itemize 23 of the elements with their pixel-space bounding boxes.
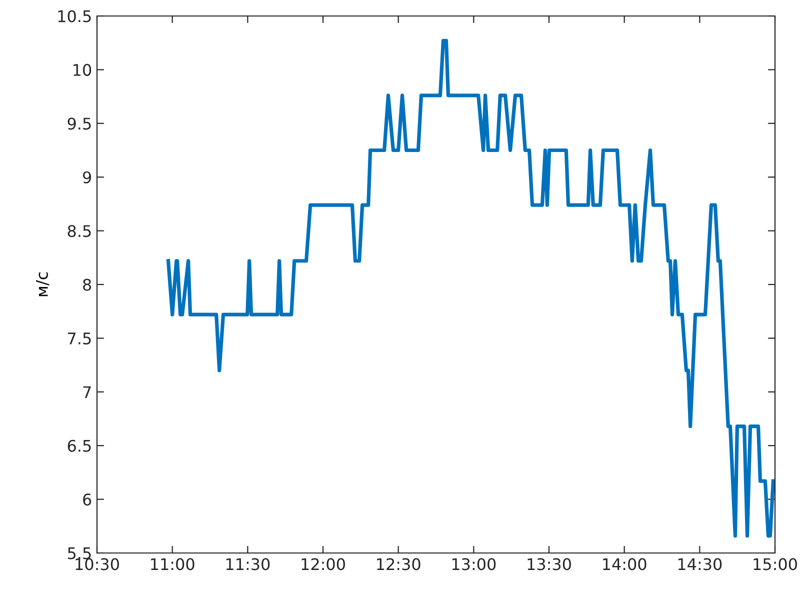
x-tick-label: 11:30: [226, 558, 270, 570]
x-tick-label: 11:00: [151, 558, 194, 570]
line-series: [166, 38, 775, 538]
y-tick-label: 8.5: [68, 225, 91, 238]
y-tick-label: 8: [83, 278, 92, 291]
y-tick-label: 6: [83, 494, 92, 506]
y-tick-label: 6.5: [68, 440, 91, 452]
x-tick-label: 12:00: [302, 558, 345, 570]
x-tick-label: 10:30: [76, 558, 119, 570]
y-axis-title: м/с: [36, 272, 50, 296]
x-tick-label: 14:30: [678, 558, 722, 570]
x-tick-label: 13:00: [452, 558, 496, 570]
x-tick-label: 12:30: [377, 558, 420, 570]
y-tick-label: 10.5: [58, 10, 91, 22]
y-tick-label: 5.5: [68, 547, 91, 560]
x-tick-label: 14:00: [603, 558, 646, 570]
x-tick-label: 15:00: [754, 558, 797, 570]
x-tick-label: 13:30: [528, 558, 571, 570]
y-tick-label: 10: [74, 64, 92, 76]
y-tick-label: 9.5: [68, 118, 91, 130]
y-tick-label: 9: [82, 171, 92, 184]
y-tick-label: 7.5: [68, 332, 91, 344]
y-tick-label: 7: [83, 386, 91, 398]
